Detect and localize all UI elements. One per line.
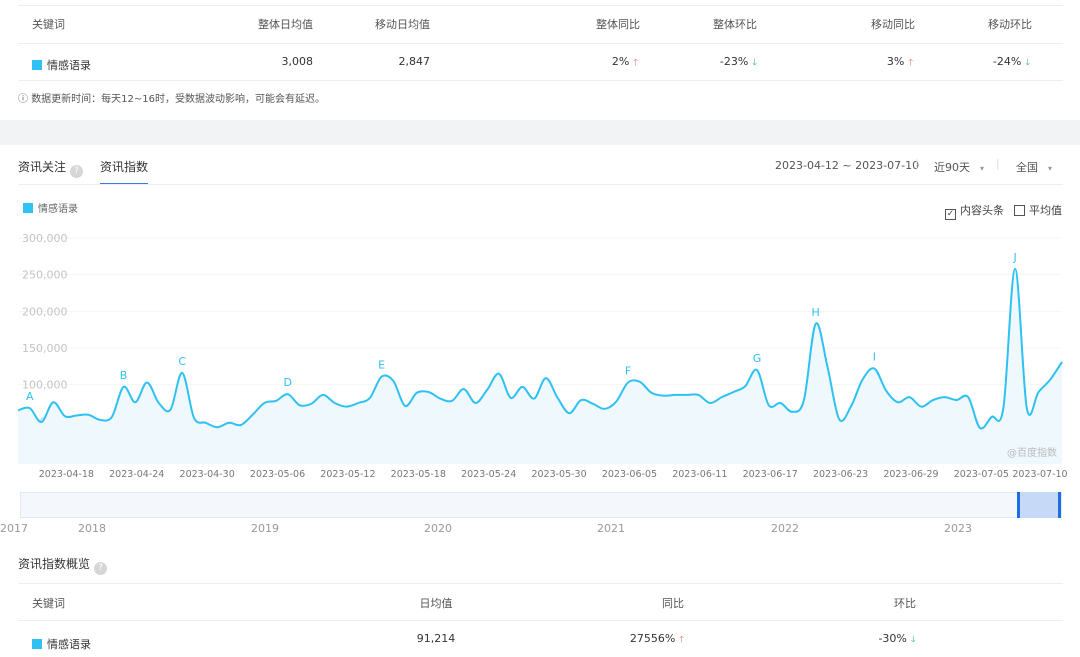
keyword-cell: 情感语录 <box>32 57 91 73</box>
x-tick-label: 2023-04-30 <box>180 469 235 480</box>
mobile-mom-value: -24% 🡓 <box>992 55 1030 68</box>
col-mobile-mom: 移动环比 <box>988 18 1032 31</box>
col-mobile-avg: 移动日均值 <box>375 18 430 31</box>
x-tick-label: 2023-06-17 <box>743 469 798 480</box>
x-tick-label: 2023-05-30 <box>531 469 586 480</box>
section-divider <box>0 120 1080 145</box>
option-content-headline[interactable]: ✓ 内容头条 <box>945 204 1004 220</box>
annotation-I: I <box>873 351 876 364</box>
tab-news-index[interactable]: 资讯指数 <box>100 158 149 185</box>
tab-news-attention[interactable]: 资讯关注? <box>18 158 84 178</box>
overall-yoy-value: 2% 🡑 <box>611 55 638 68</box>
navigator-year-label: 2023 <box>944 522 972 535</box>
y-tick-label: 200,000 <box>22 305 68 318</box>
trend-chart[interactable]: 50,000100,000150,000200,000250,000300,00… <box>0 225 1080 485</box>
x-tick-label: 2023-05-18 <box>391 469 446 480</box>
keyword-cell: 情感语录 <box>32 636 91 652</box>
mobile-yoy-value: 3% 🡑 <box>886 55 913 68</box>
yoy-value: 27556% 🡑 <box>629 632 685 645</box>
annotation-A: A <box>26 390 34 403</box>
annotation-B: B <box>120 369 128 382</box>
series-swatch <box>32 60 42 70</box>
col-keyword: 关键词 <box>32 18 65 31</box>
col-overall-mom: 整体环比 <box>713 18 757 31</box>
series-line <box>17 267 1063 430</box>
annotation-G: G <box>753 352 762 365</box>
y-tick-label: 100,000 <box>22 379 68 392</box>
arrow-down-icon: 🡓 <box>910 635 916 645</box>
x-tick-label: 2023-06-11 <box>672 469 727 480</box>
annotation-E: E <box>378 359 385 372</box>
x-tick-label: 2023-04-24 <box>109 469 164 480</box>
y-tick-label: 250,000 <box>22 269 68 282</box>
col-mobile-yoy: 移动同比 <box>871 18 915 31</box>
col-mom: 环比 <box>894 597 916 610</box>
series-swatch <box>32 639 42 649</box>
update-note: ⓘ 数据更新时间：每天12~16时，受数据波动影响，可能会有延迟。 <box>18 94 326 105</box>
y-tick-label: 300,000 <box>22 232 68 245</box>
option-average[interactable]: 平均值 <box>1014 202 1062 218</box>
watermark: @百度指数 <box>1007 448 1057 459</box>
mobile-avg-value: 2,847 <box>398 55 431 68</box>
x-tick-label: 2023-06-23 <box>813 469 868 480</box>
col-overall-avg: 整体日均值 <box>258 18 313 31</box>
annotation-F: F <box>625 364 631 377</box>
col-yoy: 同比 <box>662 597 684 610</box>
x-tick-label: 2023-06-29 <box>883 469 938 480</box>
annotation-D: D <box>284 376 292 389</box>
annotation-C: C <box>178 355 186 368</box>
navigator-year-label: 2019 <box>251 522 279 535</box>
navigator-year-label: 2022 <box>771 522 799 535</box>
keyword-label: 情感语录 <box>47 59 91 72</box>
period-select[interactable]: 近90天 ▾ <box>934 161 985 174</box>
checkbox-icon <box>1014 205 1025 216</box>
chevron-down-icon: ▾ <box>980 164 985 173</box>
navigator-year-label: 2021 <box>597 522 625 535</box>
x-tick-label: 2023-05-06 <box>250 469 305 480</box>
overall-mom-value: -23% 🡓 <box>719 55 757 68</box>
annotation-H: H <box>812 306 820 319</box>
help-icon[interactable]: ? <box>94 562 108 575</box>
overview-title: 资讯指数概览? <box>18 555 108 575</box>
annotation-J: J <box>1012 251 1016 264</box>
region-select[interactable]: 全国 ▾ <box>1016 161 1053 174</box>
x-tick-label: 2023-06-05 <box>602 469 657 480</box>
chart-legend[interactable]: 情感语录 <box>23 200 78 215</box>
checkbox-checked-icon: ✓ <box>945 209 956 220</box>
y-tick-label: 150,000 <box>22 342 68 355</box>
series-area <box>18 268 1062 464</box>
arrow-up-icon: 🡑 <box>633 58 638 68</box>
overall-avg-value: 3,008 <box>281 55 314 68</box>
x-tick-label: 2023-07-10 <box>1012 469 1067 480</box>
legend-swatch <box>23 203 33 213</box>
navigator-year-label: 2017 <box>0 522 28 535</box>
x-tick-label: 2023-05-24 <box>461 469 516 480</box>
arrow-up-icon: 🡑 <box>679 635 685 645</box>
navigator-year-label: 2020 <box>424 522 452 535</box>
arrow-down-icon: 🡓 <box>1025 58 1030 68</box>
arrow-up-icon: 🡑 <box>908 58 913 68</box>
help-icon[interactable]: ? <box>70 165 84 178</box>
navigator-year-label: 2018 <box>78 522 106 535</box>
navigator-selection-handle[interactable] <box>1017 492 1061 518</box>
date-range[interactable]: 2023-04-12 ~ 2023-07-10 <box>775 159 920 172</box>
chevron-down-icon: ▾ <box>1048 164 1053 173</box>
mom-value: -30% 🡓 <box>878 632 916 645</box>
x-tick-label: 2023-04-18 <box>39 469 94 480</box>
daily-avg-value: 91,214 <box>416 632 456 645</box>
x-tick-label: 2023-07-05 <box>954 469 1009 480</box>
arrow-down-icon: 🡓 <box>752 58 757 68</box>
info-icon: ⓘ <box>18 94 32 105</box>
x-tick-label: 2023-05-12 <box>320 469 375 480</box>
col-keyword: 关键词 <box>32 597 65 610</box>
time-navigator[interactable] <box>20 492 1062 518</box>
col-daily-avg: 日均值 <box>419 597 453 610</box>
col-overall-yoy: 整体同比 <box>596 18 640 31</box>
